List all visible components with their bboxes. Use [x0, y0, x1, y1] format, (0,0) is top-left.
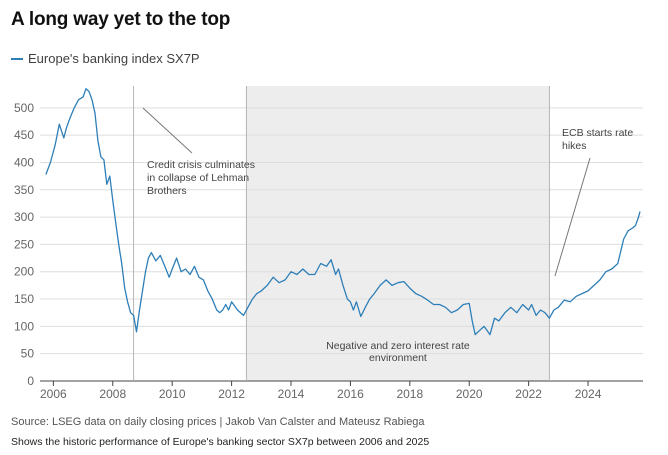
y-tick-label: 150 — [14, 292, 34, 306]
y-tick-label: 300 — [14, 210, 34, 224]
annotation-text: in collapse of Lehman — [147, 172, 249, 184]
legend-label: Europe's banking index SX7P — [28, 51, 200, 66]
source-note: Source: LSEG data on daily closing price… — [11, 416, 425, 428]
y-tick-label: 350 — [14, 183, 34, 197]
y-tick-label: 100 — [14, 319, 34, 333]
y-tick-label: 200 — [14, 265, 34, 279]
x-tick-label: 2008 — [99, 387, 126, 401]
x-tick-label: 2020 — [456, 387, 483, 401]
chart-title: A long way yet to the top — [11, 9, 231, 30]
annotation-pointer — [554, 157, 591, 277]
annotation-pointer — [142, 107, 193, 154]
chart-caption: Shows the historic performance of Europe… — [11, 436, 430, 448]
annotation-text: Brothers — [147, 185, 187, 197]
y-tick-label: 400 — [14, 155, 34, 169]
y-tick-label: 250 — [14, 237, 34, 251]
x-tick-label: 2006 — [40, 387, 67, 401]
x-tick-label: 2014 — [278, 387, 305, 401]
annotation-text: ECB starts rate — [562, 127, 633, 139]
x-tick-label: 2010 — [159, 387, 186, 401]
annotation-text: Credit crisis culminates — [147, 159, 255, 171]
region-label: environment — [369, 352, 427, 364]
series-line — [45, 88, 641, 336]
x-tick-label: 2012 — [218, 387, 245, 401]
legend: Europe's banking index SX7P — [11, 51, 200, 66]
annotation-text: hikes — [562, 140, 587, 152]
region-label: Negative and zero interest rate — [326, 340, 470, 352]
y-tick-label: 500 — [14, 101, 34, 115]
x-tick-label: 2018 — [396, 387, 423, 401]
shaded-region — [246, 86, 550, 381]
legend-swatch — [11, 57, 23, 60]
y-tick-label: 0 — [27, 374, 34, 388]
x-tick-label: 2016 — [337, 387, 364, 401]
y-tick-label: 450 — [14, 128, 34, 142]
x-tick-label: 2024 — [575, 387, 602, 401]
y-tick-label: 50 — [21, 347, 35, 361]
line-chart: 0 50 100 150 200 250 300 350 400 450 500 2006 2008 20… — [14, 86, 643, 401]
x-tick-label: 2022 — [515, 387, 542, 401]
